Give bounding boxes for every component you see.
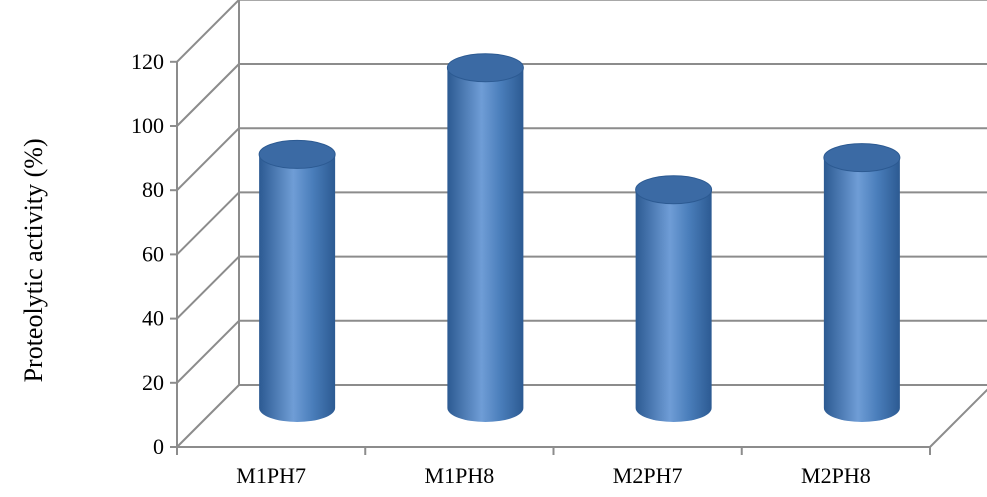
y-tick-label: 60	[142, 241, 164, 266]
gridline-side	[176, 384, 240, 448]
y-axis-title: Proteolytic activity (%)	[19, 138, 48, 382]
bar-body	[635, 189, 712, 423]
x-tick-label: M1PH8	[425, 463, 495, 488]
bar-top	[258, 139, 336, 169]
bar	[446, 53, 524, 423]
gridlines	[176, 0, 987, 448]
gridline-side	[176, 320, 240, 384]
bar-top	[823, 143, 901, 173]
x-tick-label: M2PH7	[613, 463, 683, 488]
bar	[823, 143, 901, 423]
y-tick-label: 20	[142, 370, 164, 395]
bars	[258, 53, 901, 423]
bar-body	[447, 67, 524, 423]
x-tick-label: M1PH7	[236, 463, 306, 488]
gridline-side	[176, 127, 240, 191]
bar	[635, 175, 713, 423]
labels: 0 20 40 60 80 100 120 M1PH7 M1PH8 M2PH7 M2PH8 Prote…	[19, 49, 871, 488]
axes	[170, 60, 931, 455]
bar-body	[259, 154, 336, 423]
gridline-side	[176, 255, 240, 320]
y-tick-label: 80	[142, 177, 164, 202]
gridline-side	[176, 191, 240, 256]
gridline-side	[176, 0, 240, 63]
bar-body	[823, 157, 900, 423]
bar	[258, 139, 336, 423]
bar-top	[446, 53, 524, 83]
y-tick-label: 100	[131, 113, 164, 138]
y-tick-label: 40	[142, 306, 164, 331]
x-tick-label: M2PH8	[801, 463, 871, 488]
y-tick-label: 0	[153, 434, 164, 459]
bar-top	[635, 175, 713, 205]
y-tick-label: 120	[131, 49, 164, 74]
floor-edge	[929, 388, 987, 448]
gridline-side	[176, 63, 240, 127]
